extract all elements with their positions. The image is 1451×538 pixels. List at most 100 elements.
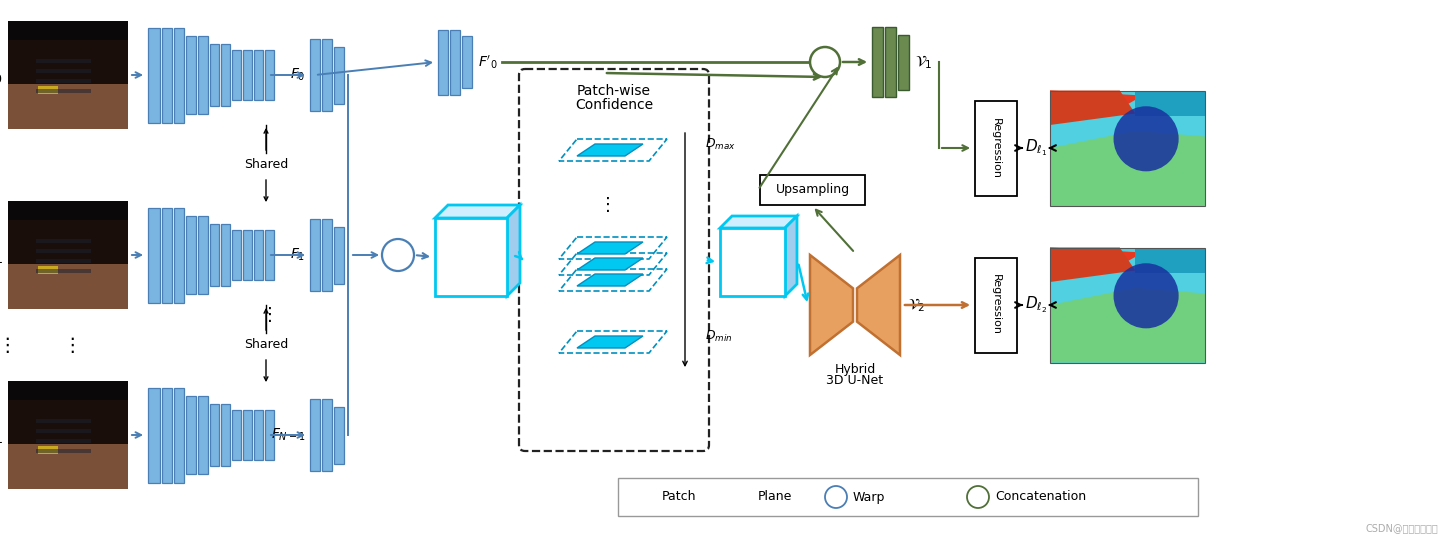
Text: $F_1$: $F_1$ <box>290 247 305 263</box>
Bar <box>334 407 344 464</box>
Bar <box>885 27 897 97</box>
Bar <box>311 399 321 471</box>
Text: Shared: Shared <box>244 338 289 351</box>
Text: W: W <box>830 492 842 502</box>
Bar <box>872 27 884 97</box>
Bar <box>254 410 263 460</box>
Polygon shape <box>577 336 643 348</box>
Text: $\mathcal{V}_1$: $\mathcal{V}_1$ <box>916 53 933 71</box>
Polygon shape <box>810 255 853 355</box>
Bar <box>9 21 128 40</box>
Bar <box>975 101 1017 195</box>
Circle shape <box>382 239 414 271</box>
Bar <box>38 86 58 94</box>
Bar <box>186 216 196 294</box>
Bar <box>36 59 91 63</box>
Polygon shape <box>1051 90 1135 125</box>
Polygon shape <box>1051 131 1204 206</box>
Bar <box>163 208 173 302</box>
Bar <box>36 269 91 273</box>
Text: $\mathit{I}_{N-1}$: $\mathit{I}_{N-1}$ <box>0 425 3 445</box>
Bar <box>242 410 252 460</box>
Text: Plane: Plane <box>757 491 792 504</box>
Circle shape <box>826 486 847 508</box>
Polygon shape <box>1051 247 1135 282</box>
Polygon shape <box>1051 90 1143 108</box>
Bar <box>1051 90 1204 206</box>
Polygon shape <box>720 216 797 228</box>
Text: $F_{N-1}$: $F_{N-1}$ <box>270 427 305 443</box>
Bar <box>210 224 219 286</box>
Polygon shape <box>577 258 643 270</box>
Bar <box>221 44 231 106</box>
Bar <box>36 429 91 433</box>
Polygon shape <box>624 491 656 504</box>
Bar <box>36 79 91 83</box>
Bar <box>38 266 58 274</box>
Bar <box>450 30 460 95</box>
Polygon shape <box>58 411 89 426</box>
Text: Warp: Warp <box>853 491 885 504</box>
Bar <box>148 387 160 483</box>
Bar <box>36 89 91 93</box>
Bar <box>254 230 263 280</box>
Polygon shape <box>577 274 643 286</box>
Bar <box>334 226 344 284</box>
Bar <box>311 219 321 291</box>
Bar <box>975 258 1017 352</box>
Text: $\mathit{I}_1$: $\mathit{I}_1$ <box>0 245 3 265</box>
Bar <box>197 396 207 474</box>
Polygon shape <box>33 397 99 455</box>
Polygon shape <box>1051 288 1204 363</box>
Text: W: W <box>390 248 406 262</box>
Bar <box>311 39 321 111</box>
Bar <box>210 404 219 466</box>
Bar <box>1135 90 1204 116</box>
Polygon shape <box>1051 247 1143 265</box>
Text: $F'_0$: $F'_0$ <box>477 53 498 71</box>
Bar <box>242 230 252 280</box>
Bar <box>148 27 160 123</box>
Bar <box>242 50 252 100</box>
Bar <box>210 44 219 106</box>
Bar <box>266 410 274 460</box>
Bar <box>266 50 274 100</box>
Polygon shape <box>577 144 643 156</box>
Bar <box>9 201 128 309</box>
Text: $\vdots$: $\vdots$ <box>0 335 9 355</box>
Bar <box>174 387 184 483</box>
Bar <box>9 381 128 489</box>
Text: Regression: Regression <box>991 117 1001 179</box>
Circle shape <box>1113 106 1178 171</box>
Text: Concatenation: Concatenation <box>995 491 1087 504</box>
Bar <box>36 69 91 73</box>
Bar <box>1051 90 1204 206</box>
Bar <box>163 387 173 483</box>
Polygon shape <box>58 231 89 246</box>
Bar <box>38 446 58 454</box>
Text: 3D U-Net: 3D U-Net <box>827 374 884 387</box>
Text: $\vdots$: $\vdots$ <box>260 306 271 324</box>
Circle shape <box>810 47 840 77</box>
Text: $\mathcal{M}^*$: $\mathcal{M}^*$ <box>734 249 770 275</box>
Bar <box>36 419 91 423</box>
Bar <box>254 50 263 100</box>
Bar <box>221 404 231 466</box>
Circle shape <box>1113 263 1178 328</box>
Bar <box>461 36 472 88</box>
Text: C: C <box>974 492 982 502</box>
Bar <box>232 410 241 460</box>
Bar <box>36 449 91 453</box>
Bar <box>186 396 196 474</box>
Bar <box>36 439 91 443</box>
Text: C: C <box>820 55 831 69</box>
Circle shape <box>966 486 990 508</box>
Bar <box>197 216 207 294</box>
Bar <box>186 36 196 114</box>
Text: Hybrid: Hybrid <box>834 363 875 376</box>
Bar <box>36 259 91 263</box>
Polygon shape <box>435 205 519 218</box>
Bar <box>36 239 91 243</box>
Text: Patch: Patch <box>662 491 696 504</box>
Text: $D_{\ell_2}$: $D_{\ell_2}$ <box>1024 295 1048 315</box>
